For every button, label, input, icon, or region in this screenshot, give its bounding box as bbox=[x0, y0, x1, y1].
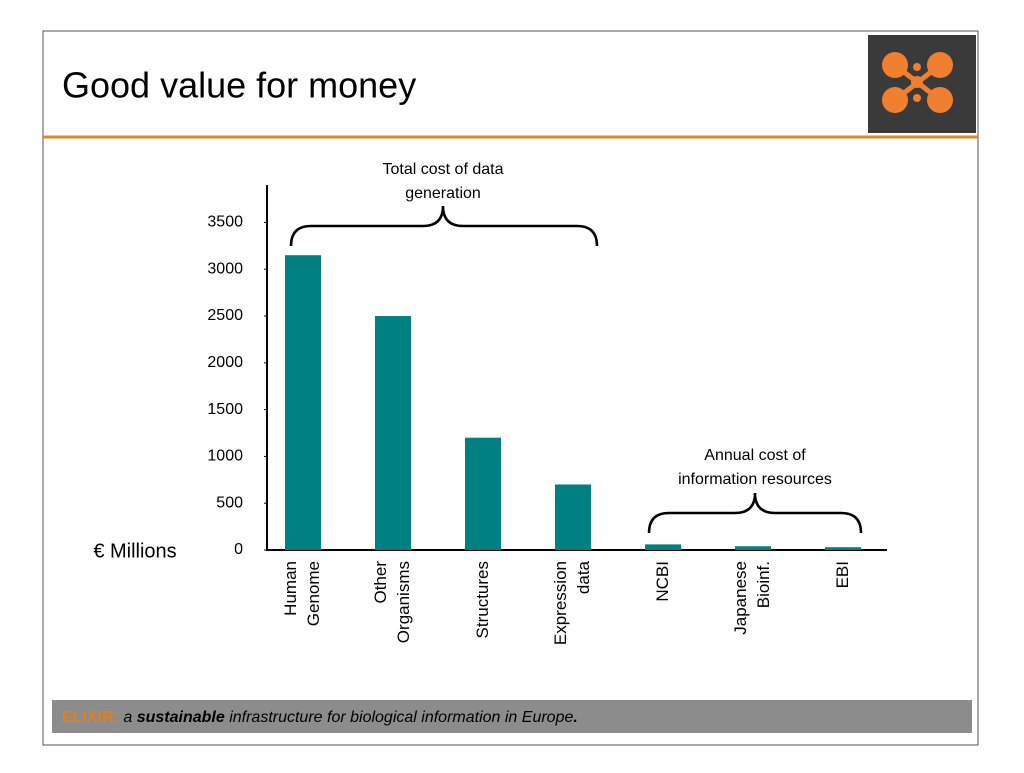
y-tick-label: 1000 bbox=[207, 448, 243, 465]
y-tick-label: 0 bbox=[234, 541, 243, 558]
x-tick-label-line: EBI bbox=[833, 561, 852, 588]
y-tick-label: 500 bbox=[216, 494, 243, 511]
y-axis-label: € Millions bbox=[93, 540, 176, 562]
x-tick-label-line: Japanese bbox=[731, 561, 750, 635]
x-tick-label: Human Genome bbox=[281, 561, 323, 626]
bar bbox=[645, 544, 681, 550]
y-tick-label: 3500 bbox=[207, 214, 243, 231]
x-tick-label-line: Bioinf. bbox=[754, 561, 773, 608]
y-tick-label: 2500 bbox=[207, 307, 243, 324]
annotation: Annual cost of information resources bbox=[678, 447, 832, 488]
bar bbox=[465, 437, 501, 550]
bar bbox=[735, 546, 771, 550]
brace bbox=[289, 205, 599, 247]
x-tick-label-line: Human bbox=[281, 561, 300, 616]
x-tick-label-line: Organisms bbox=[394, 561, 413, 643]
x-tick-label: NCBI bbox=[653, 561, 672, 602]
x-tick-label: Expression data bbox=[551, 560, 593, 645]
x-tick-label-line: data bbox=[574, 560, 593, 594]
y-tick-label: 2000 bbox=[207, 354, 243, 371]
bar bbox=[825, 547, 861, 550]
x-tick-label: Other Organisms bbox=[371, 561, 413, 644]
y-tick-label: 3000 bbox=[207, 260, 243, 277]
x-tick-label: EBI bbox=[833, 561, 852, 588]
bar bbox=[375, 316, 411, 550]
x-tick-label-line: Genome bbox=[304, 561, 323, 626]
bar bbox=[285, 255, 321, 550]
footer-bar bbox=[52, 700, 972, 733]
chart-title: Good value for money bbox=[62, 65, 416, 106]
x-tick-label: Structures bbox=[473, 561, 492, 638]
brace bbox=[647, 492, 863, 534]
annotation: Total cost of data generation bbox=[383, 161, 504, 202]
footer-text: ELIXIR: a sustainable infrastructure for… bbox=[62, 709, 578, 726]
x-tick-label-line: NCBI bbox=[653, 561, 672, 602]
logo bbox=[868, 35, 976, 133]
y-tick-label: 1500 bbox=[207, 401, 243, 418]
slide-border bbox=[42, 30, 979, 746]
x-tick-label: Japanese Bioinf. bbox=[731, 561, 773, 635]
x-tick-label-line: Other bbox=[371, 561, 390, 604]
x-tick-label-line: Structures bbox=[473, 561, 492, 638]
x-tick-label-line: Expression bbox=[551, 561, 570, 645]
bar bbox=[555, 484, 591, 550]
